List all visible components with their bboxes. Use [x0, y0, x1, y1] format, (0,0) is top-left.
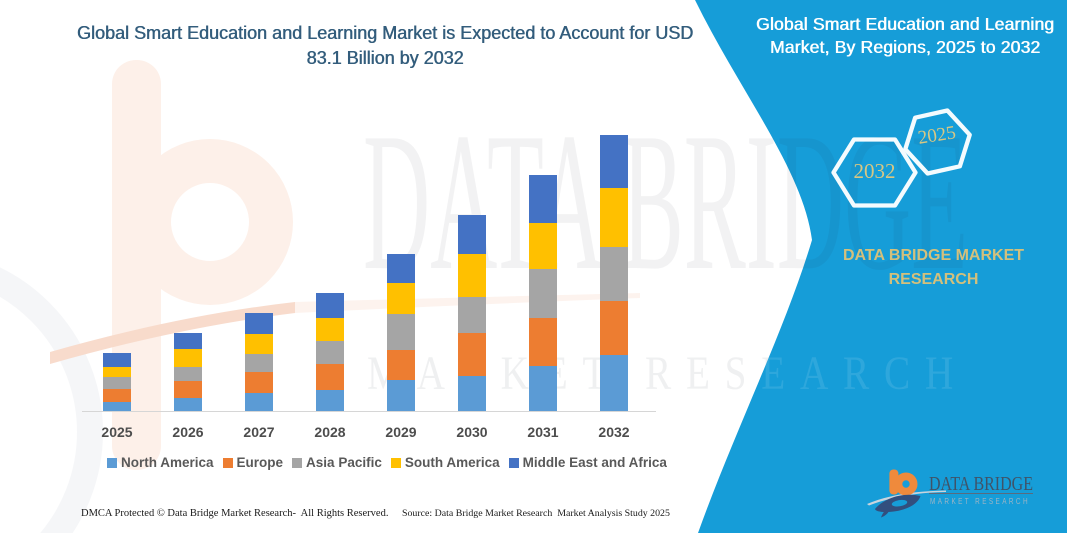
svg-text:DATA BRIDGE: DATA BRIDGE [929, 473, 1033, 495]
svg-text:MARKET RESEARCH: MARKET RESEARCH [930, 497, 1030, 506]
